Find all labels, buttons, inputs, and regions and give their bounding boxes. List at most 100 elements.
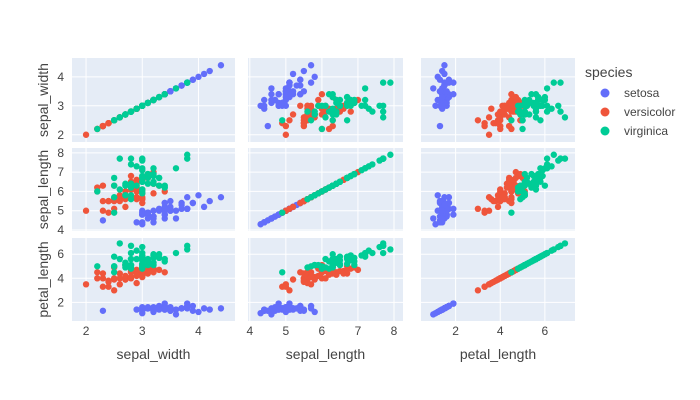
point-setosa[interactable] [184, 194, 191, 201]
point-virginica[interactable] [94, 188, 101, 195]
point-virginica[interactable] [315, 190, 322, 197]
point-setosa[interactable] [150, 207, 157, 214]
point-setosa[interactable] [307, 62, 315, 69]
point-setosa[interactable] [172, 215, 180, 222]
point-versicolor[interactable] [499, 273, 506, 281]
point-virginica[interactable] [116, 155, 123, 162]
point-setosa[interactable] [217, 194, 225, 201]
point-virginica[interactable] [361, 96, 369, 104]
point-setosa[interactable] [289, 70, 297, 78]
point-virginica[interactable] [184, 246, 191, 253]
point-setosa[interactable] [450, 211, 457, 218]
point-versicolor[interactable] [105, 209, 112, 216]
point-virginica[interactable] [550, 151, 557, 158]
point-versicolor[interactable] [82, 281, 90, 288]
point-setosa[interactable] [150, 215, 157, 222]
point-setosa[interactable] [450, 205, 457, 212]
point-virginica[interactable] [519, 182, 526, 189]
point-setosa[interactable] [439, 215, 446, 222]
point-setosa[interactable] [139, 211, 146, 218]
point-setosa[interactable] [443, 88, 450, 95]
point-versicolor[interactable] [99, 122, 107, 130]
point-virginica[interactable] [543, 108, 551, 115]
point-versicolor[interactable] [286, 117, 293, 124]
point-setosa[interactable] [167, 197, 174, 205]
point-virginica[interactable] [279, 209, 286, 216]
legend-item-versicolor[interactable]: versicolor [600, 105, 676, 119]
point-setosa[interactable] [217, 62, 225, 69]
point-virginica[interactable] [155, 93, 163, 101]
point-virginica[interactable] [133, 105, 140, 112]
point-virginica[interactable] [184, 79, 191, 86]
point-versicolor[interactable] [116, 281, 123, 288]
point-versicolor[interactable] [110, 287, 118, 294]
point-versicolor[interactable] [329, 122, 336, 130]
point-versicolor[interactable] [481, 207, 488, 214]
point-versicolor[interactable] [286, 287, 293, 294]
point-setosa[interactable] [261, 307, 268, 314]
point-virginica[interactable] [387, 246, 394, 253]
point-virginica[interactable] [155, 174, 163, 182]
point-virginica[interactable] [150, 172, 157, 180]
point-virginica[interactable] [150, 96, 157, 104]
point-virginica[interactable] [325, 258, 333, 265]
point-virginica[interactable] [133, 247, 140, 254]
point-virginica[interactable] [325, 184, 333, 191]
point-virginica[interactable] [329, 108, 336, 115]
point-virginica[interactable] [543, 161, 551, 168]
point-setosa[interactable] [441, 82, 448, 89]
point-setosa[interactable] [282, 306, 290, 313]
point-virginica[interactable] [532, 99, 540, 107]
point-virginica[interactable] [336, 178, 344, 185]
point-virginica[interactable] [329, 263, 336, 270]
point-versicolor[interactable] [481, 283, 488, 290]
point-setosa[interactable] [268, 306, 275, 313]
point-virginica[interactable] [94, 125, 101, 133]
point-virginica[interactable] [379, 249, 387, 257]
point-setosa[interactable] [307, 79, 315, 86]
point-setosa[interactable] [200, 305, 208, 312]
point-setosa[interactable] [300, 88, 308, 95]
point-versicolor[interactable] [127, 273, 135, 281]
point-setosa[interactable] [286, 79, 293, 86]
point-versicolor[interactable] [494, 203, 502, 211]
point-virginica[interactable] [110, 263, 118, 270]
point-setosa[interactable] [268, 85, 275, 92]
point-setosa[interactable] [195, 192, 202, 199]
point-virginica[interactable] [521, 102, 528, 109]
point-virginica[interactable] [304, 108, 311, 115]
point-virginica[interactable] [127, 255, 135, 263]
point-virginica[interactable] [304, 264, 311, 271]
point-versicolor[interactable] [122, 203, 129, 211]
point-versicolor[interactable] [307, 281, 315, 288]
point-virginica[interactable] [133, 182, 140, 189]
point-virginica[interactable] [150, 180, 157, 187]
point-virginica[interactable] [122, 192, 129, 199]
point-setosa[interactable] [99, 307, 107, 314]
point-versicolor[interactable] [105, 278, 112, 286]
point-setosa[interactable] [189, 199, 197, 207]
point-setosa[interactable] [189, 76, 197, 83]
point-virginica[interactable] [528, 170, 535, 178]
point-versicolor[interactable] [99, 182, 107, 189]
point-versicolor[interactable] [94, 275, 101, 282]
point-virginica[interactable] [94, 263, 101, 270]
point-setosa[interactable] [172, 311, 180, 318]
point-virginica[interactable] [508, 209, 515, 216]
point-setosa[interactable] [445, 194, 453, 201]
point-setosa[interactable] [268, 91, 275, 98]
point-virginica[interactable] [127, 242, 135, 250]
point-virginica[interactable] [127, 161, 135, 168]
point-virginica[interactable] [315, 261, 322, 269]
point-virginica[interactable] [387, 151, 394, 158]
point-versicolor[interactable] [485, 207, 493, 214]
point-setosa[interactable] [172, 207, 180, 214]
legend-item-virginica[interactable]: virginica [600, 124, 669, 138]
point-virginica[interactable] [110, 253, 118, 260]
point-setosa[interactable] [167, 207, 174, 214]
point-versicolor[interactable] [110, 275, 118, 282]
point-virginica[interactable] [379, 114, 387, 121]
point-virginica[interactable] [361, 165, 369, 172]
point-setosa[interactable] [261, 219, 268, 226]
point-setosa[interactable] [155, 306, 163, 313]
